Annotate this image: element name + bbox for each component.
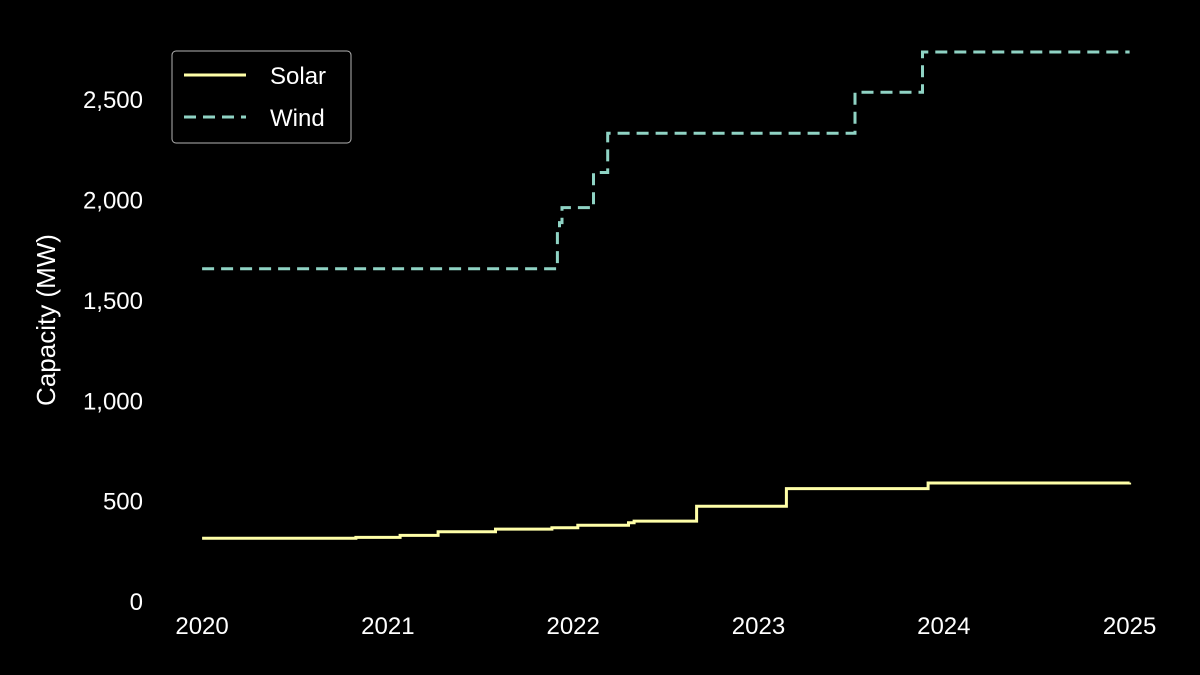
- y-tick-label: 500: [103, 489, 143, 516]
- y-tick-label: 0: [130, 589, 143, 616]
- series-line-solar: [202, 481, 1132, 540]
- x-tick-label: 2020: [175, 613, 228, 640]
- x-tick-label: 2022: [546, 613, 599, 640]
- y-tick-label: 2,000: [83, 188, 143, 215]
- x-tick-label: 2023: [732, 613, 785, 640]
- y-axis-title: Capacity (MW): [31, 234, 61, 406]
- x-axis-ticks: 2020 2021 2022 2023 2024 2025: [175, 613, 1156, 640]
- legend-label-solar: Solar: [270, 63, 326, 90]
- series-layer: [202, 50, 1132, 540]
- series-line-wind: [202, 50, 1130, 271]
- y-tick-label: 1,000: [83, 388, 143, 415]
- legend-label-wind: Wind: [270, 105, 325, 132]
- y-tick-label: 2,500: [83, 87, 143, 114]
- legend: Solar Wind: [171, 50, 352, 144]
- x-tick-label: 2024: [917, 613, 970, 640]
- y-tick-label: 1,500: [83, 288, 143, 315]
- x-tick-label: 2025: [1103, 613, 1156, 640]
- x-tick-label: 2021: [361, 613, 414, 640]
- y-axis-ticks: 0 500 1,000 1,500 2,000 2,500: [83, 87, 143, 616]
